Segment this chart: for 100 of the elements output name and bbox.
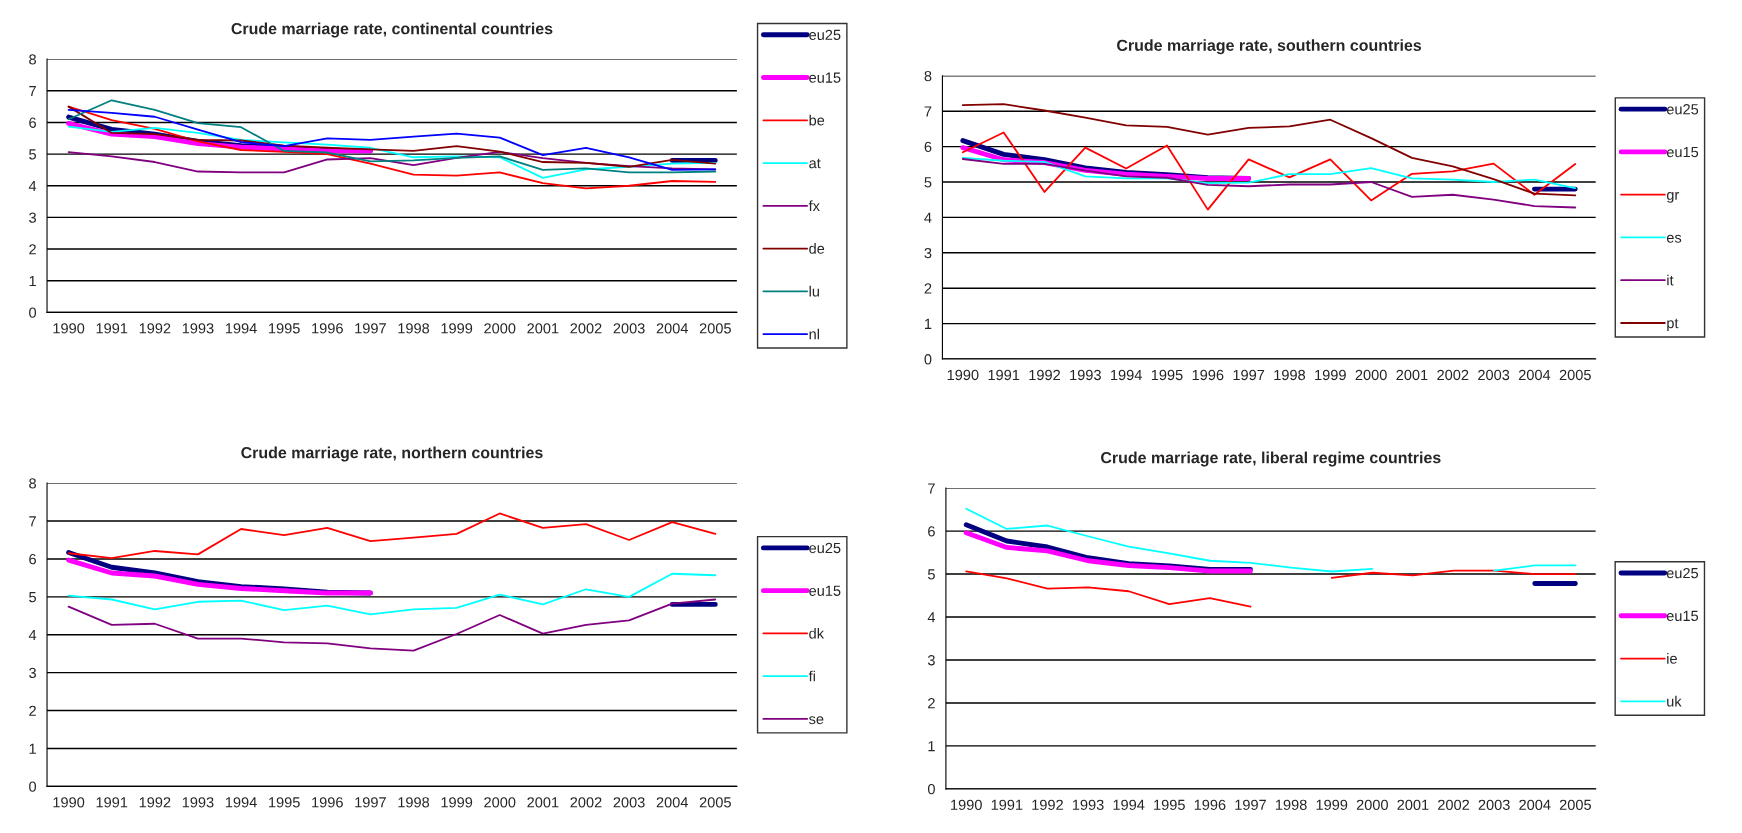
x-tick-label: 1999 <box>441 797 473 808</box>
chart-title: Crude marriage rate, liberal regime countries <box>1101 451 1441 467</box>
y-tick-label: 4 <box>924 212 932 223</box>
x-tick-label: 1997 <box>355 323 386 334</box>
legend-label: nl <box>809 328 819 340</box>
y-tick-label: 4 <box>28 181 37 192</box>
legend-label: dk <box>809 627 825 639</box>
legend-label: gr <box>1666 191 1680 203</box>
legend-label: eu15 <box>1666 147 1699 158</box>
x-tick-label: 1991 <box>991 799 1023 810</box>
x-tick-label: 1997 <box>1233 369 1265 381</box>
legend-label: eu25 <box>809 542 841 554</box>
y-tick-label: 7 <box>928 483 935 494</box>
legend-label: se <box>809 716 824 725</box>
x-tick-label: 2002 <box>1438 799 1470 810</box>
y-tick-label: 8 <box>29 54 36 65</box>
chart-title: Crude marriage rate, continental countries <box>231 22 553 38</box>
x-tick-label: 2002 <box>1437 369 1469 381</box>
x-tick-label: 1998 <box>1275 799 1307 810</box>
line-series <box>961 103 1577 197</box>
x-tick-label: 1998 <box>1274 369 1306 381</box>
legend-label: es <box>1666 234 1682 243</box>
y-tick-label: 1 <box>29 743 36 754</box>
x-tick-label: 2005 <box>699 797 731 808</box>
x-tick-label: 1993 <box>1070 369 1101 381</box>
x-tick-label: 1992 <box>1032 799 1063 810</box>
x-tick-label: 2004 <box>656 323 688 334</box>
x-tick-label: 1995 <box>1151 369 1183 381</box>
x-tick-label: 1993 <box>182 323 214 334</box>
legend-label: at <box>809 158 821 169</box>
chart-title: Crude marriage rate, northern countries <box>241 446 543 462</box>
legend-label: it <box>1667 274 1674 286</box>
line-series <box>67 572 717 616</box>
x-tick-label: 1990 <box>53 797 85 808</box>
y-tick-label: 7 <box>924 106 932 117</box>
x-tick-label: 1992 <box>139 797 171 808</box>
x-tick-label: 1993 <box>1072 799 1104 810</box>
x-tick-label: 1994 <box>1111 369 1142 381</box>
x-tick-label: 1994 <box>1113 799 1145 810</box>
line-series <box>67 512 717 560</box>
x-tick-label: 1996 <box>312 797 343 808</box>
x-tick-label: 1998 <box>398 323 430 334</box>
legend-label: eu15 <box>809 72 841 83</box>
legend-label: fi <box>808 670 815 682</box>
x-tick-label: 1995 <box>1154 799 1185 810</box>
y-tick-label: 3 <box>927 655 935 666</box>
legend-label: fx <box>808 200 820 211</box>
x-tick-label: 1994 <box>225 797 257 808</box>
y-tick-label: 6 <box>924 141 932 153</box>
x-tick-label: 2005 <box>1559 799 1591 810</box>
y-tick-label: 8 <box>924 70 932 82</box>
y-tick-label: 4 <box>927 612 936 623</box>
x-tick-label: 2003 <box>613 323 645 334</box>
x-tick-label: 2000 <box>484 797 516 808</box>
legend-label: eu25 <box>1666 567 1699 579</box>
x-tick-label: 1992 <box>139 323 171 334</box>
y-tick-label: 3 <box>924 247 932 259</box>
line-series <box>67 99 717 174</box>
x-tick-label: 1991 <box>96 797 128 808</box>
legend-label: ie <box>1667 653 1677 664</box>
x-tick-label: 2003 <box>1478 799 1510 810</box>
x-tick-label: 1995 <box>269 323 300 334</box>
x-tick-label: 1990 <box>947 369 979 381</box>
line-series <box>66 557 373 596</box>
line-series <box>963 530 1253 574</box>
x-tick-label: 2000 <box>1356 799 1388 810</box>
legend-label: be <box>809 114 825 126</box>
line-series <box>67 598 717 652</box>
x-tick-label: 1999 <box>1315 369 1346 381</box>
line-series <box>961 131 1577 211</box>
x-tick-label: 1996 <box>1192 369 1224 381</box>
x-tick-label: 1994 <box>225 323 257 334</box>
x-tick-label: 2005 <box>699 323 731 334</box>
x-tick-label: 1990 <box>951 799 982 810</box>
y-tick-label: 0 <box>29 307 37 318</box>
y-tick-label: 6 <box>29 117 36 128</box>
legend-label: eu15 <box>1666 610 1699 622</box>
chart-title: Crude marriage rate, southern countries <box>1117 39 1422 55</box>
y-tick-label: 7 <box>29 516 36 527</box>
legend-label: eu15 <box>809 585 841 596</box>
y-tick-label: 1 <box>928 741 935 752</box>
x-tick-label: 1997 <box>355 797 386 808</box>
x-tick-label: 1990 <box>53 323 85 334</box>
x-tick-label: 1997 <box>1235 799 1266 810</box>
x-tick-label: 2000 <box>1355 369 1387 381</box>
y-tick-label: 0 <box>927 783 935 795</box>
x-tick-label: 2002 <box>570 797 602 808</box>
y-tick-label: 7 <box>29 86 36 97</box>
x-tick-label: 1993 <box>182 797 214 808</box>
y-tick-label: 0 <box>924 354 932 365</box>
x-tick-label: 2001 <box>527 323 559 334</box>
y-tick-label: 2 <box>924 283 932 294</box>
x-tick-label: 1999 <box>441 323 473 334</box>
x-tick-label: 1991 <box>988 369 1020 381</box>
x-tick-label: 2004 <box>1519 799 1551 810</box>
y-tick-label: 1 <box>29 275 36 287</box>
y-tick-label: 6 <box>928 526 935 537</box>
legend-label: eu25 <box>809 29 841 41</box>
x-tick-label: 1996 <box>1194 799 1226 810</box>
y-tick-label: 5 <box>29 592 37 603</box>
